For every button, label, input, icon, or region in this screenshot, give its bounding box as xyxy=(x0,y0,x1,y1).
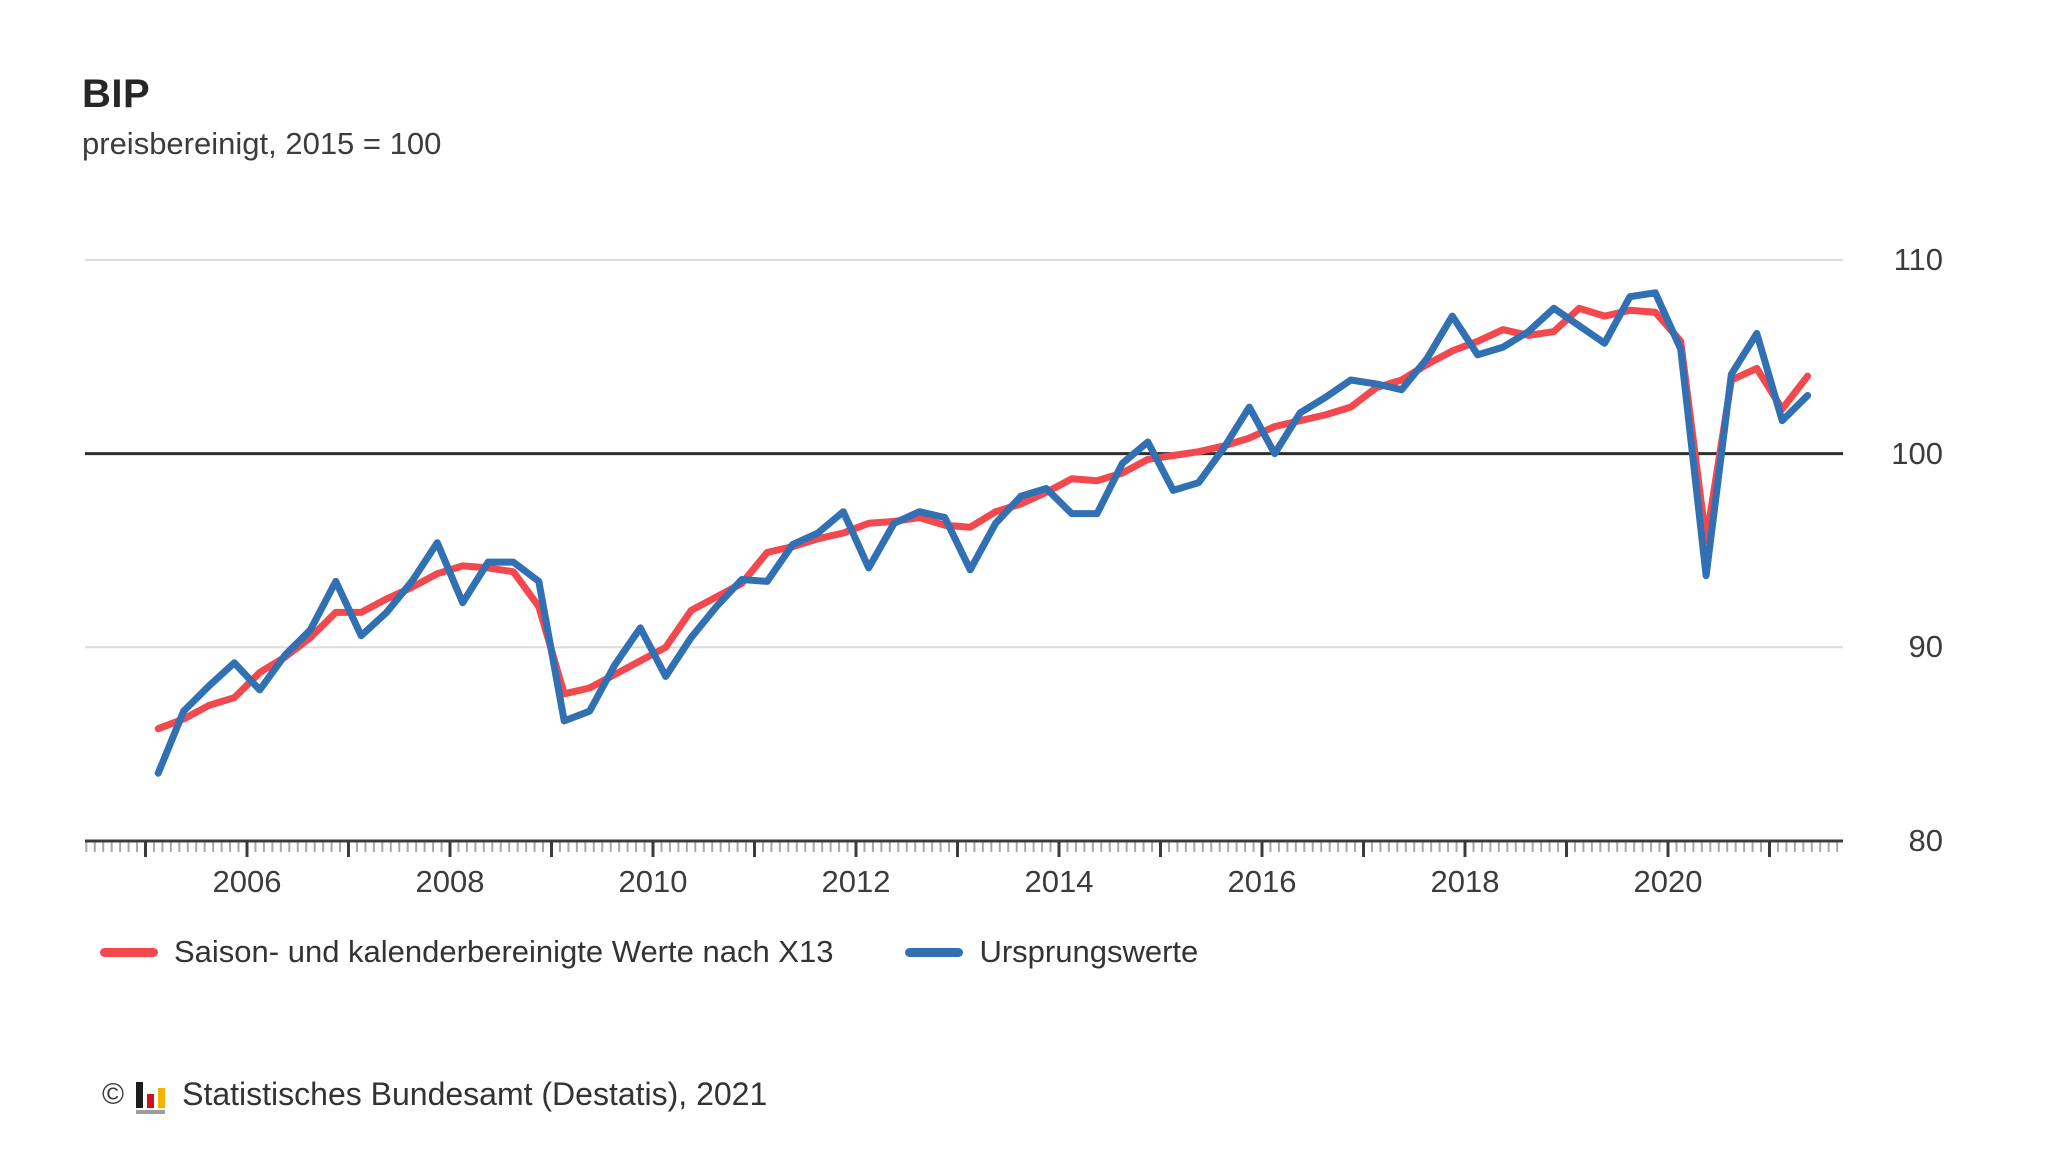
adjusted-series-line xyxy=(154,304,1812,733)
x-axis-label: 2008 xyxy=(415,864,485,899)
y-axis-label: 110 xyxy=(1893,241,1943,277)
x-axis-label: 2012 xyxy=(821,864,891,899)
legend-label-original: Ursprungswerte xyxy=(979,934,1199,969)
x-axis-label: 2018 xyxy=(1430,864,1500,899)
x-axis-label: 2010 xyxy=(618,864,688,899)
y-axis-label: 80 xyxy=(1908,823,1943,858)
chart-subtitle: preisbereinigt, 2015 = 100 xyxy=(82,126,442,161)
x-axis-label: 2014 xyxy=(1024,864,1094,899)
chart-legend: Saison- und kalenderbereinigte Werte nac… xyxy=(100,934,1256,970)
original-series-line xyxy=(154,289,1812,777)
y-axis-label: 100 xyxy=(1891,435,1943,471)
x-axis-label: 2006 xyxy=(212,864,282,899)
legend-item-original: Ursprungswerte xyxy=(905,934,1198,970)
adjusted-series-swatch xyxy=(100,947,158,957)
legend-label-adjusted: Saison- und kalenderbereinigte Werte nac… xyxy=(174,934,834,969)
original-series-swatch xyxy=(905,947,964,957)
x-axis-label: 2020 xyxy=(1633,864,1703,899)
copyright-symbol: © xyxy=(102,1077,125,1111)
source-text: Statistisches Bundesamt (Destatis), 2021 xyxy=(182,1076,768,1112)
source-attribution: © Statistisches Bundesamt (Destatis), 20… xyxy=(102,1076,768,1114)
legend-item-adjusted: Saison- und kalenderbereinigte Werte nac… xyxy=(100,934,833,970)
y-axis-label: 90 xyxy=(1908,629,1943,665)
x-axis-label: 2016 xyxy=(1227,864,1297,899)
page-title: BIP xyxy=(82,72,151,116)
destatis-bar-chart-logo-icon xyxy=(136,1081,166,1114)
